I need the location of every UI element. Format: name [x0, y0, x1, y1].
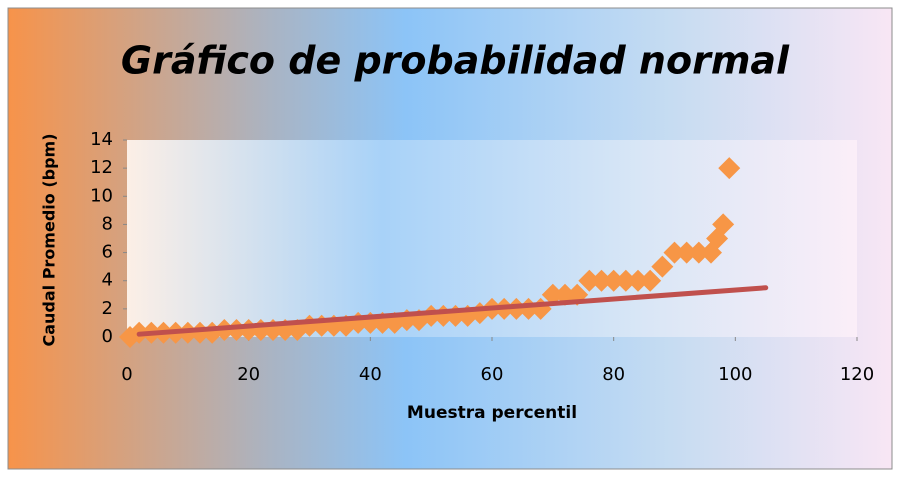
y-tick-label: 2	[102, 298, 113, 319]
data-point	[663, 241, 686, 264]
data-point	[602, 269, 625, 292]
y-tick-label: 0	[102, 326, 113, 347]
data-point	[651, 255, 674, 278]
x-tick-label: 80	[602, 364, 625, 385]
data-point	[687, 241, 710, 264]
data-point	[712, 213, 735, 236]
y-tick-label: 8	[102, 213, 113, 234]
data-point	[590, 269, 613, 292]
y-tick-label: 14	[90, 129, 113, 150]
data-point	[675, 241, 698, 264]
data-point	[627, 269, 649, 292]
data-point	[541, 283, 564, 306]
data-point	[718, 157, 741, 180]
y-tick-label: 10	[90, 185, 113, 206]
x-tick-label: 40	[359, 364, 382, 385]
y-axis-title: Caudal Promedio (bpm)	[40, 133, 59, 346]
y-tick-label: 4	[102, 270, 113, 291]
data-point	[614, 269, 637, 292]
x-tick-label: 0	[121, 364, 132, 385]
x-axis-title: Muestra percentil	[407, 403, 577, 423]
x-tick-label: 60	[481, 364, 504, 385]
x-tick-label: 100	[718, 364, 752, 385]
data-point	[639, 269, 662, 292]
trendline	[136, 285, 769, 337]
y-tick-label: 12	[90, 157, 113, 178]
y-tick-label: 6	[102, 242, 113, 263]
x-tick-label: 120	[840, 364, 874, 385]
x-tick-label: 20	[237, 364, 260, 385]
data-point	[578, 269, 601, 292]
chart-title: Gráfico de probabilidad normal	[121, 39, 790, 83]
